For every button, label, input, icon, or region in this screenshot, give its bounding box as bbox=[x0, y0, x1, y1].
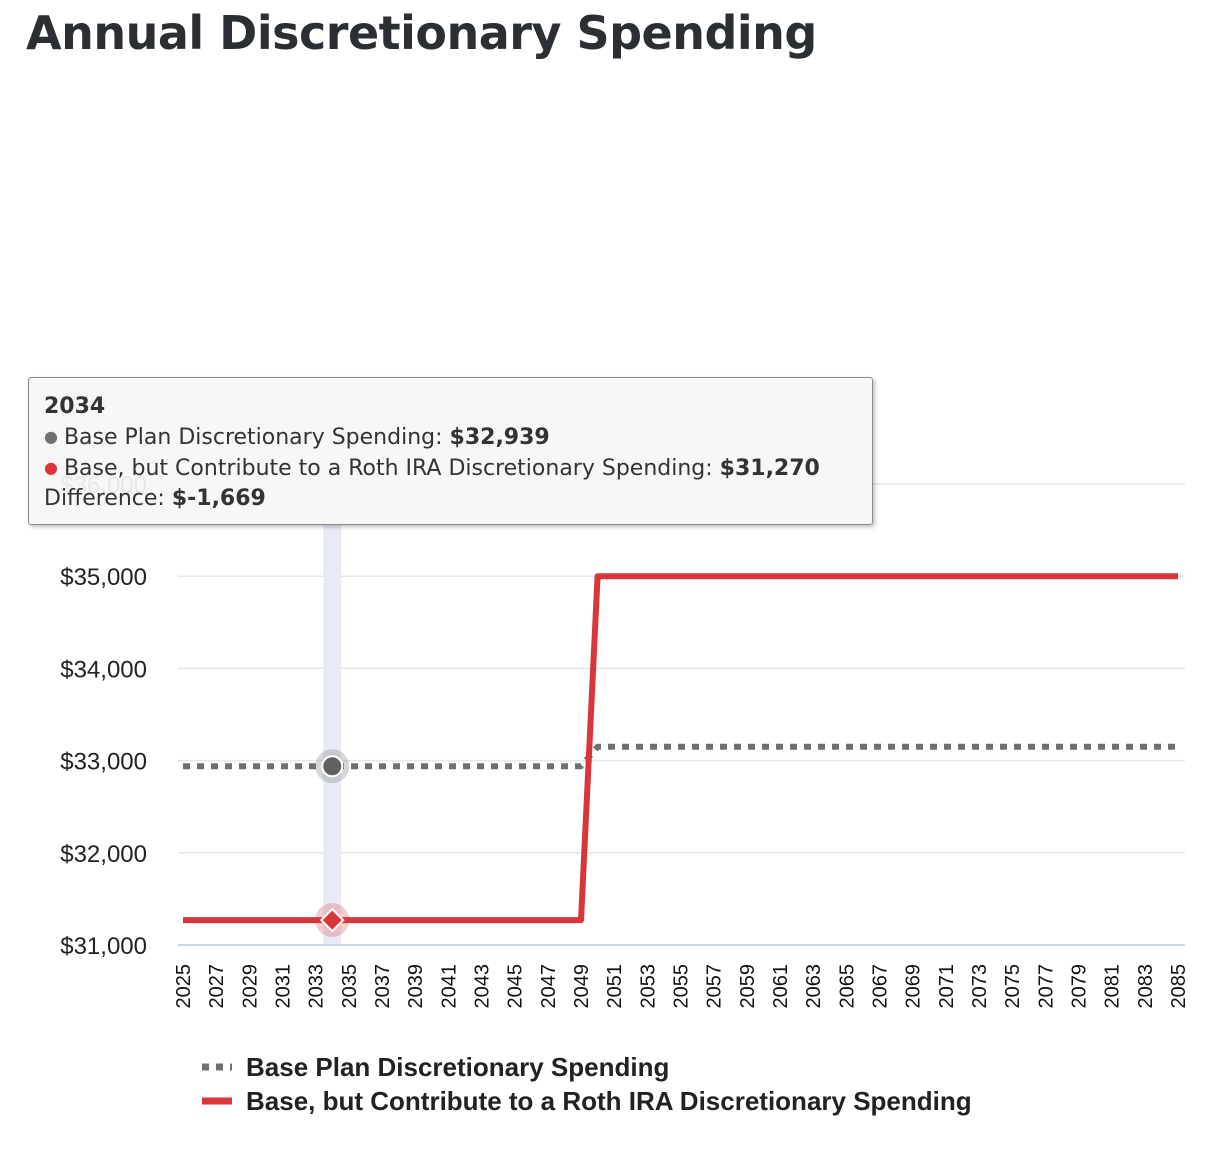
tooltip-roth-dot-icon: ● bbox=[44, 458, 58, 477]
y-tick-label: $32,000 bbox=[60, 841, 147, 868]
x-tick-label: 2041 bbox=[438, 964, 460, 1009]
series[interactable] bbox=[183, 573, 1178, 924]
series-line-roth bbox=[183, 573, 1178, 924]
x-tick-label: 2047 bbox=[538, 964, 560, 1009]
x-tick-label: 2073 bbox=[969, 964, 991, 1009]
tooltip: 2034 ● Base Plan Discretionary Spending: … bbox=[28, 377, 873, 525]
legend-item-roth[interactable]: Base, but Contribute to a Roth IRA Discr… bbox=[200, 1084, 972, 1118]
x-tick-label: 2027 bbox=[206, 964, 228, 1009]
x-tick-label: 2053 bbox=[637, 964, 659, 1009]
tooltip-year: 2034 bbox=[44, 394, 106, 419]
tooltip-roth-label: Base, but Contribute to a Roth IRA Discr… bbox=[63, 456, 720, 481]
x-tick-label: 2049 bbox=[571, 964, 593, 1009]
x-tick-label: 2067 bbox=[870, 964, 892, 1009]
y-tick-label: $34,000 bbox=[60, 656, 147, 683]
x-tick-label: 2069 bbox=[903, 964, 925, 1009]
y-tick-label: $31,000 bbox=[60, 933, 147, 960]
tooltip-difference-row: Difference: $-1,669 bbox=[44, 484, 872, 514]
x-tick-label: 2031 bbox=[273, 964, 295, 1009]
tooltip-roth-row: ● Base, but Contribute to a Roth IRA Disc… bbox=[44, 453, 872, 484]
x-tick-label: 2025 bbox=[173, 964, 195, 1009]
x-tick-label: 2077 bbox=[1035, 964, 1057, 1009]
x-tick-label: 2051 bbox=[604, 964, 626, 1009]
x-tick-label: 2043 bbox=[472, 964, 494, 1009]
x-tick-label: 2059 bbox=[737, 964, 759, 1009]
tooltip-base-row: ● Base Plan Discretionary Spending: $32,9… bbox=[44, 422, 872, 453]
legend-item-base[interactable]: Base Plan Discretionary Spending bbox=[200, 1050, 972, 1084]
tooltip-base-value: $32,939 bbox=[449, 425, 550, 450]
x-tick-label: 2035 bbox=[339, 964, 361, 1009]
x-tick-label: 2039 bbox=[405, 964, 427, 1009]
x-axis: 2025 2027 2029 2031 2033 2035 2037 2039 2041 2043… bbox=[173, 964, 1190, 1009]
legend: Base Plan Discretionary Spending Base, b… bbox=[200, 1050, 972, 1118]
page-title: Annual Discretionary Spending bbox=[26, 6, 817, 60]
hover-markers bbox=[315, 749, 350, 938]
x-tick-label: 2065 bbox=[836, 964, 858, 1009]
y-axis: $31,000$32,000$33,000$34,000$35,000$36,0… bbox=[60, 472, 147, 960]
x-tick-label: 2071 bbox=[936, 964, 958, 1009]
legend-dotted-line-icon bbox=[202, 1063, 232, 1071]
x-tick-label: 2085 bbox=[1168, 964, 1190, 1009]
tooltip-base-label: Base Plan Discretionary Spending: bbox=[63, 425, 450, 450]
x-tick-label: 2033 bbox=[306, 964, 328, 1009]
x-tick-label: 2063 bbox=[803, 964, 825, 1009]
x-tick-label: 2057 bbox=[704, 964, 726, 1009]
x-tick-label: 2029 bbox=[239, 964, 261, 1009]
x-tick-label: 2045 bbox=[505, 964, 527, 1009]
legend-label-roth: Base, but Contribute to a Roth IRA Discr… bbox=[246, 1085, 972, 1116]
tooltip-base-dot-icon: ● bbox=[44, 427, 58, 446]
legend-solid-line-icon bbox=[202, 1097, 232, 1105]
x-tick-label: 2075 bbox=[1002, 964, 1024, 1009]
tooltip-difference-label: Difference: bbox=[44, 486, 172, 511]
x-tick-label: 2079 bbox=[1069, 964, 1091, 1009]
y-tick-label: $35,000 bbox=[60, 564, 147, 591]
marker-point-base bbox=[321, 755, 344, 778]
marker-point-roth bbox=[319, 907, 345, 933]
x-tick-label: 2061 bbox=[770, 964, 792, 1009]
x-tick-label: 2083 bbox=[1135, 964, 1157, 1009]
legend-label-base: Base Plan Discretionary Spending bbox=[246, 1051, 670, 1082]
y-tick-label: $33,000 bbox=[60, 749, 147, 776]
crosshair-band bbox=[323, 484, 342, 945]
x-tick-label: 2037 bbox=[372, 964, 394, 1009]
x-tick-label: 2055 bbox=[671, 964, 693, 1009]
x-tick-label: 2081 bbox=[1102, 964, 1124, 1009]
tooltip-difference-value: $-1,669 bbox=[171, 486, 266, 511]
tooltip-roth-value: $31,270 bbox=[719, 456, 820, 481]
